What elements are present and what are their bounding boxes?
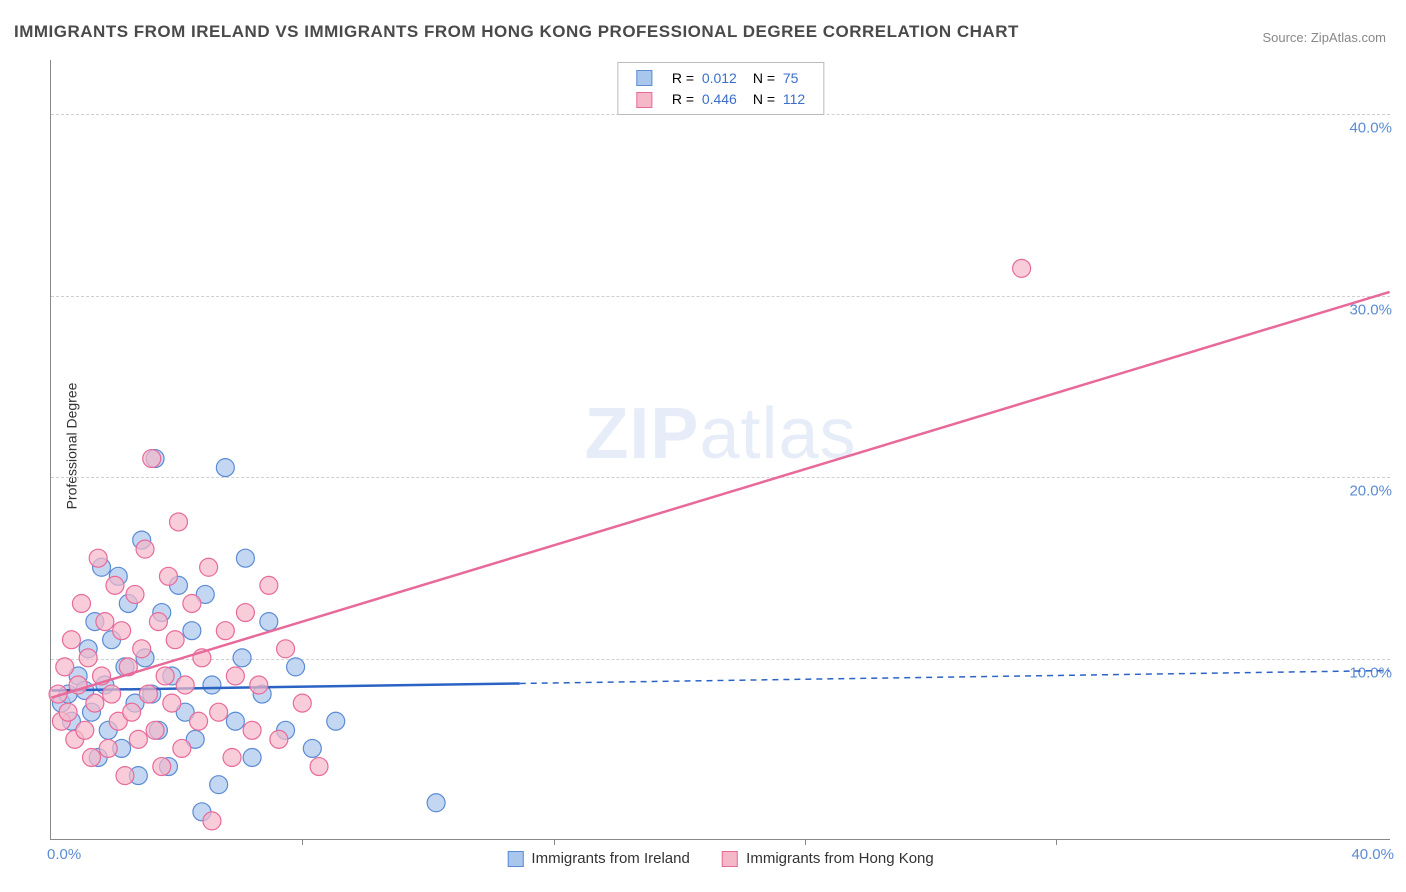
data-point	[1013, 259, 1031, 277]
data-point	[123, 703, 141, 721]
data-point	[176, 676, 194, 694]
data-point	[163, 694, 181, 712]
data-point	[106, 576, 124, 594]
data-point	[113, 622, 131, 640]
data-point	[86, 694, 104, 712]
data-point	[226, 712, 244, 730]
data-point	[203, 812, 221, 830]
data-point	[170, 513, 188, 531]
data-point	[203, 676, 221, 694]
x-tick	[805, 839, 806, 845]
data-point	[159, 567, 177, 585]
swatch-hongkong-bottom	[722, 851, 738, 867]
data-point	[126, 585, 144, 603]
data-point	[116, 767, 134, 785]
data-point	[260, 613, 278, 631]
swatch-ireland	[636, 70, 652, 86]
data-point	[303, 739, 321, 757]
data-point	[89, 549, 107, 567]
x-tick	[554, 839, 555, 845]
data-point	[310, 758, 328, 776]
data-point	[62, 631, 80, 649]
legend-row-hongkong: R = 0.446 N = 112	[628, 88, 813, 109]
data-point	[216, 622, 234, 640]
trend-line-solid	[51, 683, 519, 690]
data-point	[76, 721, 94, 739]
data-point	[236, 549, 254, 567]
data-point	[223, 748, 241, 766]
data-point	[173, 739, 191, 757]
trend-line-solid	[51, 292, 1389, 698]
data-point	[96, 613, 114, 631]
x-tick-label: 40.0%	[1351, 846, 1394, 863]
data-point	[270, 730, 288, 748]
data-point	[216, 459, 234, 477]
x-tick	[1056, 839, 1057, 845]
data-point	[243, 721, 261, 739]
legend-label-hongkong: Immigrants from Hong Kong	[746, 850, 934, 867]
swatch-hongkong	[636, 92, 652, 108]
n-value-ireland: 75	[783, 70, 799, 86]
data-point	[210, 776, 228, 794]
x-tick	[302, 839, 303, 845]
data-point	[190, 712, 208, 730]
data-point	[129, 730, 147, 748]
data-point	[183, 622, 201, 640]
plot-area: ZIPatlas R = 0.012 N = 75 R = 0.446 N = …	[50, 60, 1390, 840]
data-point	[166, 631, 184, 649]
correlation-legend: R = 0.012 N = 75 R = 0.446 N = 112	[617, 62, 824, 115]
data-point	[143, 450, 161, 468]
data-point	[149, 613, 167, 631]
x-tick-label: 0.0%	[47, 846, 81, 863]
data-point	[236, 604, 254, 622]
source-attribution: Source: ZipAtlas.com	[1262, 30, 1386, 45]
data-point	[156, 667, 174, 685]
data-point	[327, 712, 345, 730]
data-point	[146, 721, 164, 739]
legend-row-ireland: R = 0.012 N = 75	[628, 67, 813, 88]
r-value-hongkong: 0.446	[702, 91, 737, 107]
data-point	[243, 748, 261, 766]
data-point	[72, 594, 90, 612]
data-point	[183, 594, 201, 612]
data-point	[56, 658, 74, 676]
data-point	[153, 758, 171, 776]
chart-title: IMMIGRANTS FROM IRELAND VS IMMIGRANTS FR…	[14, 22, 1019, 42]
n-value-hongkong: 112	[783, 91, 805, 107]
series-legend: Immigrants from Ireland Immigrants from …	[493, 850, 947, 867]
data-point	[59, 703, 77, 721]
data-point	[226, 667, 244, 685]
data-point	[200, 558, 218, 576]
trend-line-dashed	[520, 671, 1390, 684]
data-point	[260, 576, 278, 594]
legend-label-ireland: Immigrants from Ireland	[531, 850, 689, 867]
data-point	[139, 685, 157, 703]
data-point	[277, 640, 295, 658]
data-point	[136, 540, 154, 558]
chart-svg	[51, 60, 1390, 839]
data-point	[427, 794, 445, 812]
data-point	[83, 748, 101, 766]
swatch-ireland-bottom	[507, 851, 523, 867]
data-point	[103, 685, 121, 703]
r-value-ireland: 0.012	[702, 70, 737, 86]
data-point	[99, 739, 117, 757]
data-point	[287, 658, 305, 676]
data-point	[79, 649, 97, 667]
data-point	[210, 703, 228, 721]
data-point	[250, 676, 268, 694]
data-point	[133, 640, 151, 658]
data-point	[233, 649, 251, 667]
data-point	[293, 694, 311, 712]
